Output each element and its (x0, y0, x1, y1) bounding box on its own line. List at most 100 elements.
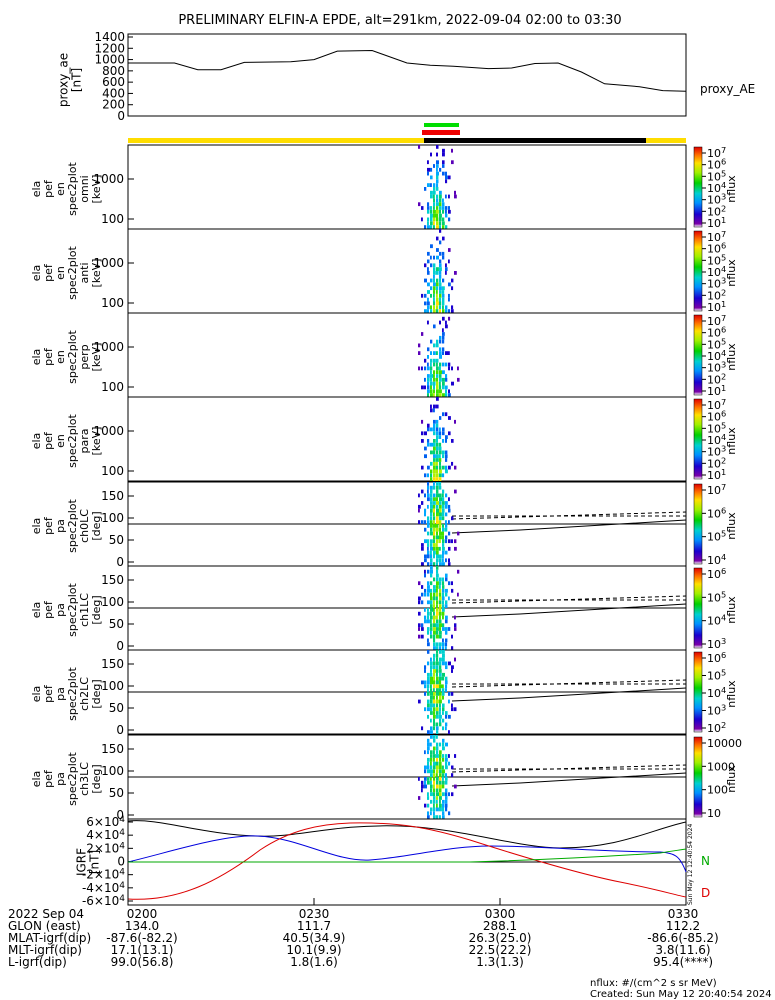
heatmap-cell (430, 206, 433, 210)
panel-ylabel-line: ela (30, 518, 43, 535)
panel-ylabel-line: pef (42, 347, 55, 366)
heatmap-cell (442, 765, 444, 770)
heatmap-cell (436, 278, 439, 283)
heatmap-cell (427, 550, 430, 555)
heatmap-cell (430, 516, 433, 521)
heatmap-cell (442, 596, 445, 601)
heatmap-cell (430, 255, 432, 260)
heatmap-cell (433, 482, 435, 486)
heatmap-cell (454, 707, 457, 712)
heatmap-cell (445, 680, 448, 685)
x-axis-row-value: 0330 (668, 907, 699, 921)
heatmap-cell (430, 615, 433, 620)
heatmap-cell (433, 815, 436, 819)
heatmap-cell (433, 187, 436, 191)
heatmap-cell (445, 194, 447, 199)
heatmap-cell (436, 209, 439, 214)
heatmap-cell (433, 524, 436, 528)
heatmap-cell (439, 482, 442, 486)
heatmap-cell (424, 784, 427, 789)
heatmap-cell (439, 676, 442, 681)
heatmap-cell (427, 680, 430, 685)
heatmap-cell (445, 351, 448, 355)
heatmap-cell (442, 653, 445, 658)
heatmap-cell (439, 777, 442, 781)
heatmap-cell (445, 535, 448, 540)
heatmap-cell (439, 754, 442, 758)
heatmap-cell (424, 377, 426, 382)
heatmap-cell (421, 385, 424, 390)
heatmap-cell (430, 374, 433, 378)
heatmap-cell (442, 684, 444, 689)
heatmap-cell (439, 229, 442, 233)
panel-ylabel-line: anti (78, 262, 91, 283)
heatmap-cell (442, 562, 445, 566)
heatmap-cell (430, 761, 432, 766)
heatmap-cell (433, 527, 436, 532)
heatmap-cell (433, 454, 436, 459)
heatmap-cell (424, 454, 427, 459)
heatmap-cell (445, 754, 448, 758)
heatmap-cell (436, 672, 438, 677)
panel-ylabel-line: [deg] (90, 511, 103, 540)
panel-ytick-label: 150 (101, 489, 124, 503)
heatmap-cell (424, 765, 427, 770)
heatmap-cell (424, 366, 427, 371)
heatmap-cell (439, 286, 442, 291)
panel-ytick-label: 100 (101, 764, 124, 778)
heatmap-cell (445, 458, 448, 462)
heatmap-cell (427, 661, 430, 666)
heatmap-cell (439, 293, 442, 298)
heatmap-cell (418, 343, 421, 348)
heatmap-cell (454, 194, 457, 199)
heatmap-cell (430, 550, 432, 555)
heatmap-cell (457, 531, 460, 536)
heatmap-cell (433, 695, 435, 700)
heatmap-cell (427, 160, 429, 165)
heatmap-cell (427, 305, 430, 310)
heatmap-cell (436, 803, 438, 808)
heatmap-cell (430, 408, 433, 413)
heatmap-cell (436, 535, 439, 540)
heatmap-cell (442, 604, 445, 608)
colorbar-tick-label: 107 (707, 482, 726, 497)
panel-ytick-label: 150 (101, 742, 124, 756)
heatmap-cell (451, 539, 453, 544)
heatmap-cell (436, 627, 439, 631)
heatmap-cell (445, 799, 448, 804)
panel-ylabel-line: pef (42, 516, 55, 535)
panel-ylabel-line: para (78, 429, 91, 454)
heatmap-cell (421, 585, 424, 589)
panel-ylabel-line: [nT] (88, 850, 102, 874)
heatmap-cell (433, 585, 436, 589)
heatmap-cell (448, 175, 451, 180)
panel-ytick-label: 1000 (93, 172, 124, 186)
heatmap-cell (445, 550, 448, 555)
colorbar-tick-label: 104 (707, 685, 726, 700)
heatmap-cell (439, 581, 442, 586)
heatmap-cell (436, 366, 439, 371)
colorbar-tick-label: 106 (707, 566, 726, 581)
heatmap-cell (436, 562, 438, 566)
heatmap-cell (442, 676, 445, 681)
heatmap-cell (436, 194, 439, 199)
heatmap-cell (436, 750, 439, 755)
heatmap-cell (427, 588, 430, 593)
heatmap-cell (436, 501, 439, 505)
colorbar-label: nflux (725, 512, 738, 540)
heatmap-cell (442, 209, 445, 214)
heatmap-cell (436, 477, 439, 481)
igrf-label-d: D (701, 886, 710, 900)
heatmap-cell (442, 305, 444, 310)
heatmap-cell (442, 465, 445, 470)
heatmap-cell (448, 508, 451, 513)
heatmap-cell (427, 730, 430, 734)
heatmap-cell (436, 788, 439, 793)
heatmap-cell (430, 221, 433, 226)
heatmap-cell (439, 194, 442, 199)
heatmap-cell (427, 297, 429, 302)
heatmap-cell (439, 699, 442, 704)
igrf-ytick-label: -6×104 (82, 894, 125, 908)
heatmap-cell (427, 183, 430, 187)
